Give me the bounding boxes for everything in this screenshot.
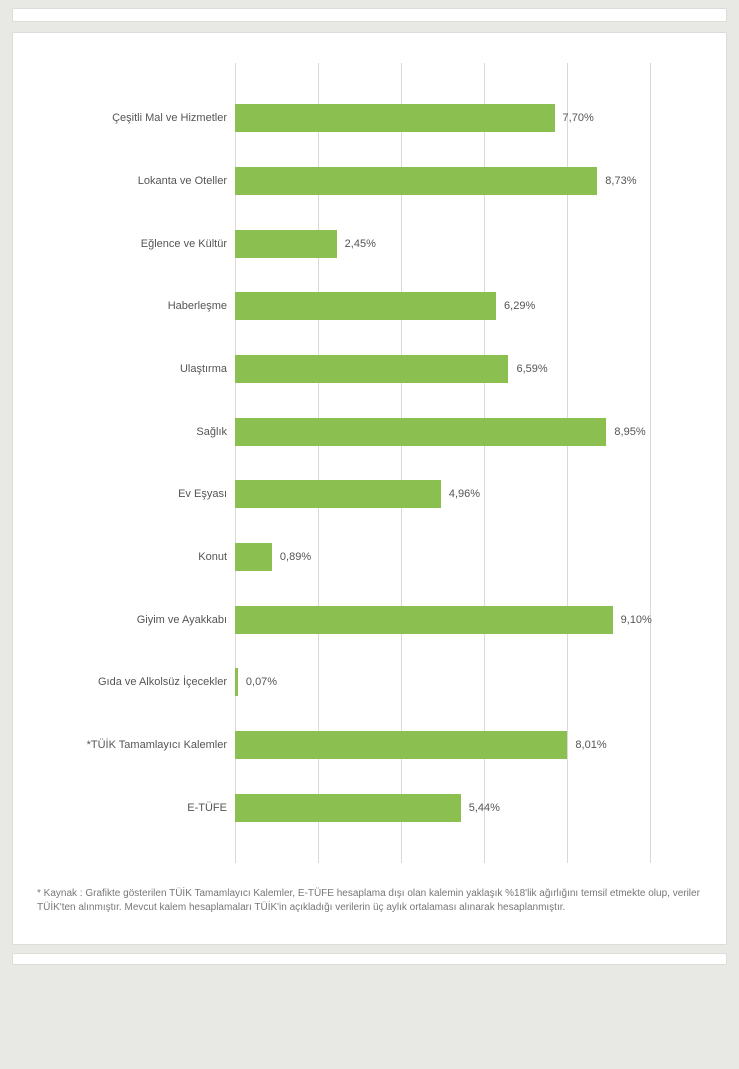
chart-bar: [235, 418, 606, 446]
chart-row: Sağlık8,95%: [235, 418, 650, 446]
chart-category-label: *TÜİK Tamamlayıcı Kalemler: [35, 739, 235, 751]
chart-bar: [235, 794, 461, 822]
chart-value-label: 0,89%: [272, 551, 311, 563]
chart-card: Çeşitli Mal ve Hizmetler7,70%Lokanta ve …: [12, 32, 727, 945]
chart-category-label: Ulaştırma: [35, 363, 235, 375]
chart-category-label: Sağlık: [35, 426, 235, 438]
chart-row: Haberleşme6,29%: [235, 292, 650, 320]
chart-row: *TÜİK Tamamlayıcı Kalemler8,01%: [235, 731, 650, 759]
chart-category-label: Lokanta ve Oteller: [35, 175, 235, 187]
chart-bar: [235, 230, 337, 258]
chart-plot: Çeşitli Mal ve Hizmetler7,70% Lokanta ve …: [235, 63, 650, 863]
chart-value-label: 8,73%: [597, 175, 636, 187]
chart-category-label: Gıda ve Alkolsüz İçecekler: [35, 676, 235, 688]
chart-bar: [235, 167, 597, 195]
chart-bar: [235, 355, 508, 383]
card-stub-top: [12, 8, 727, 22]
chart-bar: [235, 292, 496, 320]
chart-row: Konut0,89%: [235, 543, 650, 571]
chart-row: Ulaştırma6,59%: [235, 355, 650, 383]
chart-category-label: Eğlence ve Kültür: [35, 238, 235, 250]
chart-value-label: 8,95%: [606, 426, 645, 438]
chart-area: Çeşitli Mal ve Hizmetler7,70%Lokanta ve …: [35, 63, 704, 863]
chart-row: Giyim ve Ayakkabı9,10%: [235, 606, 650, 634]
chart-bar: [235, 606, 613, 634]
page: Çeşitli Mal ve Hizmetler7,70%Lokanta ve …: [0, 8, 739, 965]
chart-bar: [235, 731, 567, 759]
chart-value-label: 9,10%: [613, 614, 652, 626]
chart-value-label: 6,59%: [508, 363, 547, 375]
chart-value-label: 6,29%: [496, 300, 535, 312]
chart-category-label: Giyim ve Ayakkabı: [35, 614, 235, 626]
chart-value-label: 4,96%: [441, 488, 480, 500]
chart-gridline: [650, 63, 651, 863]
chart-bar: [235, 543, 272, 571]
chart-row: Ev Eşyası4,96%: [235, 480, 650, 508]
chart-category-label: Haberleşme: [35, 300, 235, 312]
chart-value-label: 2,45%: [337, 238, 376, 250]
card-stub-bottom: [12, 953, 727, 965]
chart-row: Eğlence ve Kültür2,45%: [235, 230, 650, 258]
chart-value-label: 8,01%: [567, 739, 606, 751]
chart-value-label: 0,07%: [238, 676, 277, 688]
chart-row: Çeşitli Mal ve Hizmetler7,70%: [235, 104, 650, 132]
chart-footnote: * Kaynak : Grafikte gösterilen TÜİK Tama…: [37, 887, 702, 914]
chart-value-label: 5,44%: [461, 802, 500, 814]
chart-category-label: E-TÜFE: [35, 802, 235, 814]
chart-row: Lokanta ve Oteller8,73%: [235, 167, 650, 195]
chart-category-label: Konut: [35, 551, 235, 563]
chart-value-label: 7,70%: [555, 112, 594, 124]
chart-bar: [235, 480, 441, 508]
chart-bar: [235, 104, 555, 132]
chart-row: E-TÜFE5,44%: [235, 794, 650, 822]
chart-category-label: Ev Eşyası: [35, 488, 235, 500]
chart-category-label: Çeşitli Mal ve Hizmetler: [35, 112, 235, 124]
chart-row: Gıda ve Alkolsüz İçecekler0,07%: [235, 668, 650, 696]
